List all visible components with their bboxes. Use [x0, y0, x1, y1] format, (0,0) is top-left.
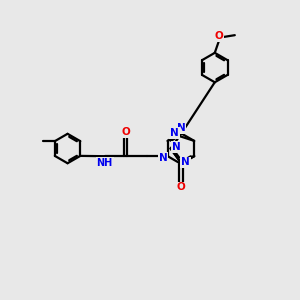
Text: N: N — [176, 123, 185, 133]
Text: N: N — [181, 158, 190, 167]
Text: O: O — [176, 182, 185, 192]
Text: N: N — [159, 153, 168, 163]
Text: O: O — [122, 127, 130, 137]
Text: N: N — [170, 128, 179, 138]
Text: NH: NH — [97, 158, 113, 168]
Text: N: N — [172, 142, 181, 152]
Text: O: O — [214, 31, 223, 41]
